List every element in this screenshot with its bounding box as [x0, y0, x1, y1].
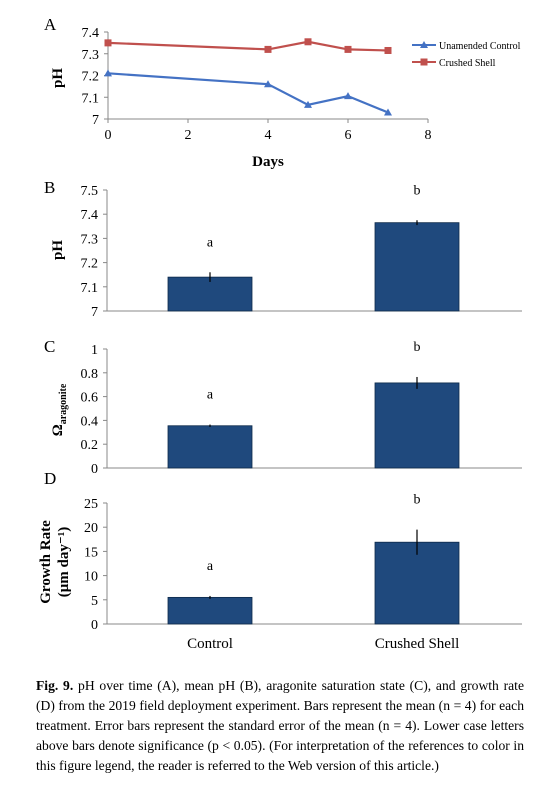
panel-a-y-tick-label: 7.1	[82, 91, 100, 106]
panel-c-bar	[167, 425, 253, 469]
panel-b-y-tick-label: 7.5	[81, 184, 99, 199]
panel-a-data-point	[264, 45, 272, 53]
panel-a-x-tick-label: 2	[185, 128, 192, 143]
panel-d-bars: ab	[167, 493, 460, 625]
panel-d-y-tick-label: 25	[84, 497, 98, 512]
legend-entry-label: Unamended Control	[439, 41, 521, 52]
panel-d-y-tick-label: 5	[91, 594, 98, 609]
panel-b-bar	[167, 276, 253, 312]
panel-b-significance-letter: b	[414, 183, 421, 198]
panel-a-y-tick-label: 7.3	[82, 48, 100, 63]
panel-b-y-tick-label: 7	[91, 305, 98, 320]
panel-a-x-title: Days	[252, 154, 284, 170]
panel-c-y-tick-label: 0.4	[81, 414, 99, 429]
panel-d-bar	[374, 541, 460, 625]
panel-c-y-tick-label: 0	[91, 462, 98, 477]
caption-label: Fig. 9.	[36, 678, 74, 693]
panel-a-letter: A	[44, 15, 57, 34]
panel-c-bar	[374, 382, 460, 469]
panel-a-x-tick-label: 6	[345, 128, 352, 143]
panel-c-y-title-sub: aragonite	[58, 383, 69, 424]
category-label-control: Control	[187, 636, 233, 652]
panel-d-y-tick-label: 20	[84, 521, 98, 536]
panel-a-series	[104, 38, 392, 116]
panel-a-legend: Unamended Control Crushed Shell	[412, 41, 521, 69]
legend-entry-label: Crushed Shell	[439, 58, 496, 69]
panel-a-series-line	[107, 72, 389, 114]
panel-a-data-point	[304, 38, 312, 46]
panel-c-significance-letter: a	[207, 388, 214, 403]
panel-a-x-tick-label: 0	[105, 128, 112, 143]
panel-d-significance-letter: a	[207, 559, 214, 574]
panel-b-significance-letter: a	[207, 235, 214, 250]
panel-b-bar	[374, 222, 460, 312]
panel-a-data-point	[104, 69, 112, 77]
panel-a-y-tick-label: 7.4	[82, 26, 100, 41]
panel-c-y-tick-label: 0.8	[81, 367, 99, 382]
panel-c-y-tick-label: 1	[91, 343, 98, 358]
panel-a-data-point	[104, 39, 112, 47]
panel-a-y-tick-label: 7.2	[82, 70, 100, 85]
panel-c-significance-letter: b	[414, 340, 421, 355]
panel-a-y-tick-label: 7	[92, 113, 99, 128]
panel-a-axes: 7 7.1 7.2 7.3 7.4 0 2 4 6 8	[82, 26, 432, 143]
panel-c-bars: ab	[167, 340, 460, 469]
figure: A 7 7.1 7.2 7.3 7.4 0 2 4 6 8 Unamended Control Cr…	[38, 15, 522, 652]
panel-b-y-title: pH	[50, 240, 66, 260]
panel-b-y-tick-label: 7.4	[81, 208, 99, 223]
panel-a-x-tick-label: 8	[425, 128, 432, 143]
panel-c-y-title: Ωaragonite	[50, 383, 69, 436]
panel-c-y-tick-label: 0.6	[81, 391, 99, 406]
panel-d-significance-letter: b	[414, 493, 421, 508]
panel-b-y-tick-label: 7.1	[81, 281, 99, 296]
panel-d-y-tick-label: 0	[91, 618, 98, 633]
panel-b-y-tick-label: 7.3	[81, 232, 99, 247]
panel-c-letter: C	[44, 337, 55, 356]
legend-swatch-marker	[420, 58, 428, 66]
panel-d-y-tick-label: 15	[84, 545, 98, 560]
panel-b-bars: ab	[167, 183, 460, 312]
caption-text: pH over time (A), mean pH (B), aragonite…	[36, 678, 524, 773]
panel-d-letter: D	[44, 469, 56, 488]
panel-c-y-tick-label: 0.2	[81, 438, 99, 453]
panel-a-data-point	[384, 46, 392, 54]
panel-d-bar	[167, 596, 253, 625]
category-label-crushed-shell: Crushed Shell	[375, 636, 460, 652]
panel-c-y-title-main: Ω	[50, 424, 66, 436]
panel-d-y-title-line1: Growth Rate	[38, 520, 54, 604]
panel-a-data-point	[384, 108, 392, 116]
panel-b-letter: B	[44, 178, 55, 197]
legend-swatch-marker	[420, 41, 428, 48]
panel-a-data-point	[304, 100, 312, 108]
panel-b-y-tick-label: 7.2	[81, 257, 99, 272]
panel-a-data-point	[264, 80, 272, 88]
panel-c-y-title-group: Ωaragonite	[50, 383, 69, 436]
panel-b: B 77.17.27.37.47.5 ab pH	[44, 178, 522, 320]
panel-a-y-title: pH	[50, 68, 66, 88]
panel-d-y-tick-label: 10	[84, 570, 98, 585]
panel-c: C 00.20.40.60.81 ab Ωaragonite	[44, 337, 522, 477]
figure-caption: Fig. 9. pH over time (A), mean pH (B), a…	[36, 676, 524, 776]
panel-a-x-tick-label: 4	[265, 128, 272, 143]
panel-d-y-title-line2: (μm day⁻¹)	[56, 527, 72, 598]
panel-a-data-point	[344, 45, 352, 53]
panel-a-data-point	[344, 92, 352, 100]
panel-a: A 7 7.1 7.2 7.3 7.4 0 2 4 6 8 Unamended Control Cr…	[44, 15, 521, 170]
